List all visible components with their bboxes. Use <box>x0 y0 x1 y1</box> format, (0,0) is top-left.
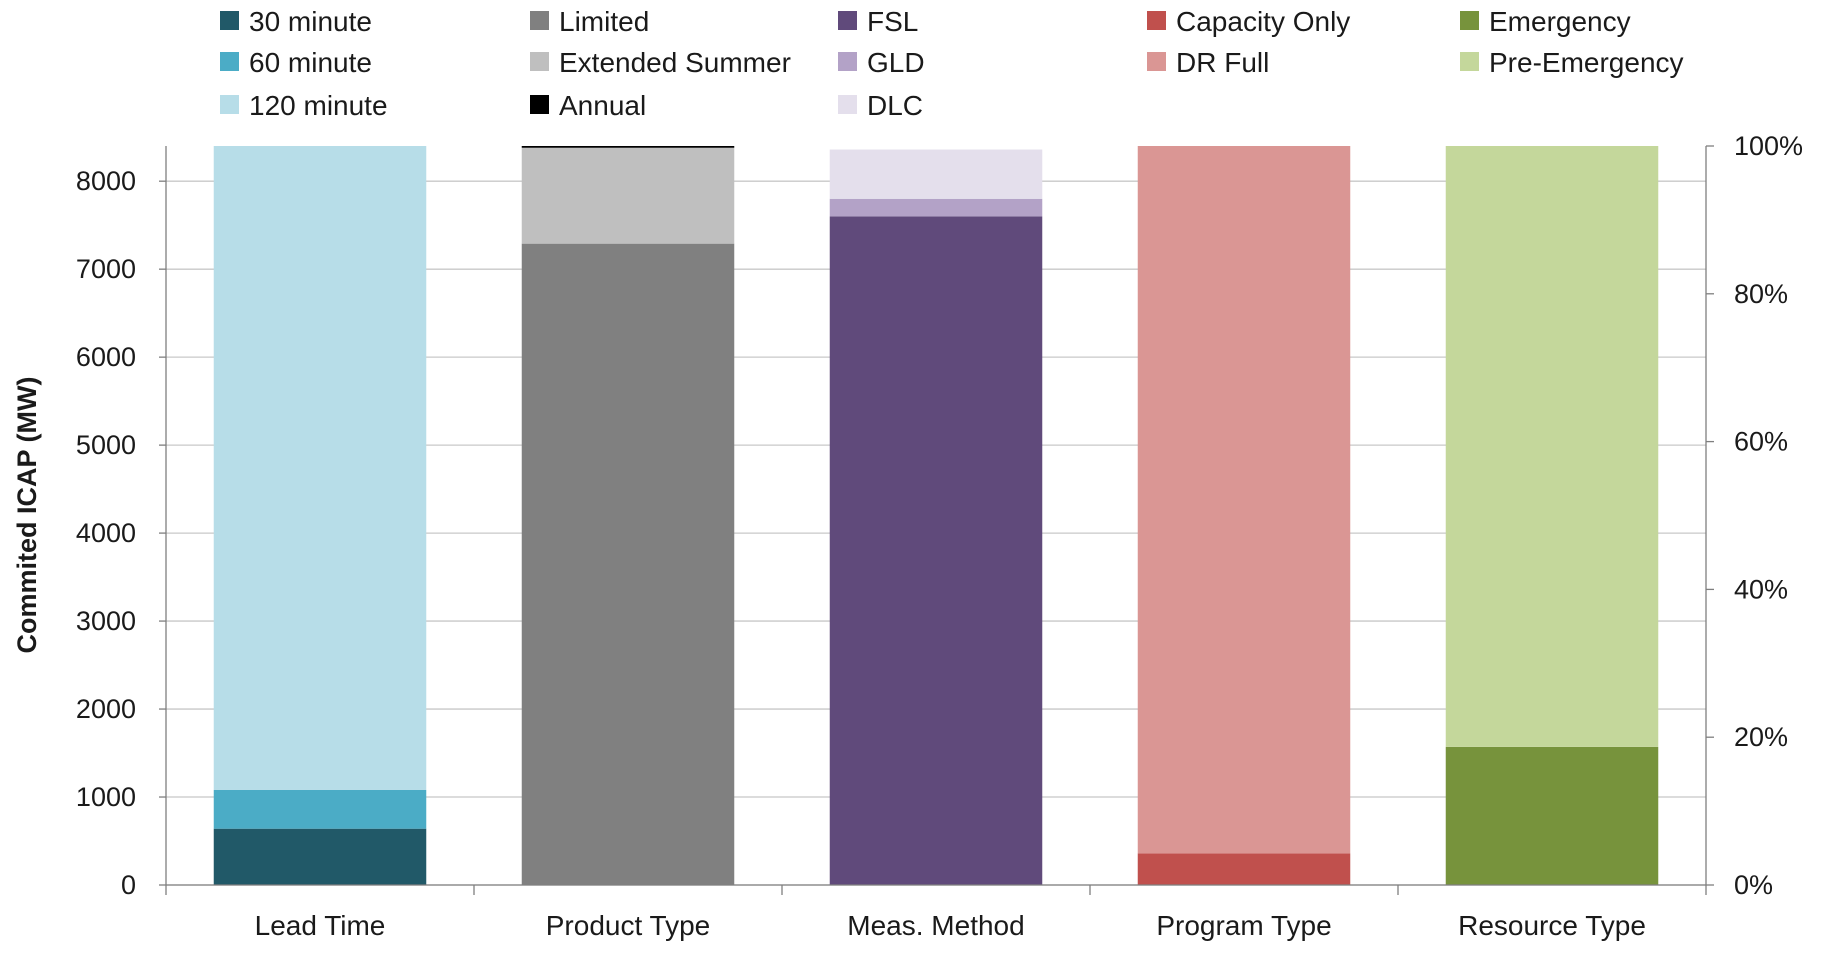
bar-segment-60-minute <box>213 789 427 829</box>
legend-swatch <box>1460 11 1479 30</box>
legend-item: Extended Summer <box>530 47 791 78</box>
bar-segment-dr-full <box>1137 146 1351 854</box>
y2-tick-label: 100% <box>1734 131 1803 161</box>
y-tick-label: 8000 <box>76 166 136 196</box>
legend-item: Pre-Emergency <box>1460 47 1684 78</box>
legend-label: Capacity Only <box>1176 6 1350 37</box>
bar-segment-annual <box>521 146 735 148</box>
bar-segment-capacity-only <box>1137 853 1351 885</box>
y-tick-label: 5000 <box>76 430 136 460</box>
legend-label: 30 minute <box>249 6 372 37</box>
y-tick-label: 6000 <box>76 342 136 372</box>
legend-swatch <box>530 95 549 114</box>
legend-item: 60 minute <box>220 47 372 78</box>
legend-label: 120 minute <box>249 90 388 121</box>
legend-item: 30 minute <box>220 6 372 37</box>
y-tick-label: 0 <box>121 870 136 900</box>
bar-segment-gld <box>829 198 1043 217</box>
legend-swatch <box>530 11 549 30</box>
legend-swatch <box>838 95 857 114</box>
legend-label: Annual <box>559 90 646 121</box>
bar-segment-120-minute <box>213 146 427 790</box>
legend-item: DR Full <box>1147 47 1269 78</box>
bar-segment-30-minute <box>213 828 427 885</box>
bar-segment-emergency <box>1445 746 1659 885</box>
legend-label: Pre-Emergency <box>1489 47 1684 78</box>
y2-tick-label: 0% <box>1734 870 1773 900</box>
legend-item: Limited <box>530 6 649 37</box>
axes-layer <box>159 145 1714 895</box>
y-tick-label: 7000 <box>76 254 136 284</box>
y-tick-label: 4000 <box>76 518 136 548</box>
legend-label: Emergency <box>1489 6 1631 37</box>
y2-tick-label: 60% <box>1734 427 1788 457</box>
y2-tick-label: 40% <box>1734 574 1788 604</box>
legend-label: DLC <box>867 90 923 121</box>
x-category-label: Product Type <box>546 910 710 941</box>
legend-item: Capacity Only <box>1147 6 1350 37</box>
legend-label: Extended Summer <box>559 47 791 78</box>
legend-item: DLC <box>838 90 923 121</box>
x-category-label: Lead Time <box>255 910 386 941</box>
y-tick-label: 2000 <box>76 694 136 724</box>
legend: 30 minute 60 minute 120 minute Limited Exten… <box>220 6 1684 121</box>
y-tick-label: 3000 <box>76 606 136 636</box>
y2-tick-label: 20% <box>1734 722 1788 752</box>
x-category-label: Resource Type <box>1458 910 1646 941</box>
bar-segment-fsl <box>829 216 1043 885</box>
x-category-label: Meas. Method <box>847 910 1024 941</box>
legend-swatch <box>220 95 239 114</box>
legend-label: DR Full <box>1176 47 1269 78</box>
y2-tick-label: 80% <box>1734 279 1788 309</box>
legend-label: FSL <box>867 6 918 37</box>
legend-swatch <box>1460 52 1479 71</box>
legend-swatch <box>838 11 857 30</box>
bar-segment-extended-summer <box>521 147 735 244</box>
legend-label: Limited <box>559 6 649 37</box>
legend-item: GLD <box>838 47 925 78</box>
legend-swatch <box>838 52 857 71</box>
legend-swatch <box>220 52 239 71</box>
legend-item: 120 minute <box>220 90 388 121</box>
legend-swatch <box>1147 52 1166 71</box>
x-category-label: Program Type <box>1156 910 1331 941</box>
legend-item: FSL <box>838 6 918 37</box>
legend-item: Annual <box>530 90 646 121</box>
labels-layer: 0 1000 2000 3000 4000 5000 6000 7000 8000 0% 20% 40… <box>76 131 1803 941</box>
legend-swatch <box>530 52 549 71</box>
bar-segment-pre-emergency <box>1445 146 1659 747</box>
legend-swatch <box>1147 11 1166 30</box>
bar-segment-limited <box>521 243 735 885</box>
y-tick-label: 1000 <box>76 782 136 812</box>
legend-label: 60 minute <box>249 47 372 78</box>
legend-swatch <box>220 11 239 30</box>
legend-label: GLD <box>867 47 925 78</box>
legend-item: Emergency <box>1460 6 1631 37</box>
bars-layer <box>213 146 1659 885</box>
bar-segment-dlc <box>829 149 1043 199</box>
y-axis-title: Commited ICAP (MW) <box>12 377 42 654</box>
